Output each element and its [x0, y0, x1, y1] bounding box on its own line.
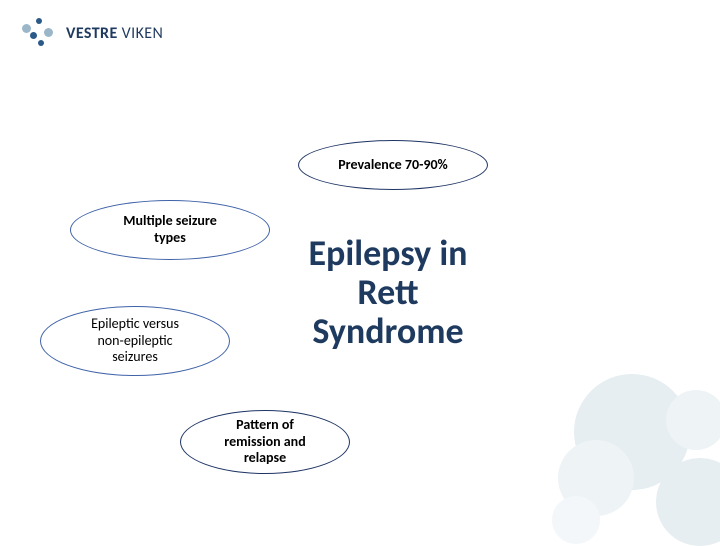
logo-dot	[30, 32, 37, 39]
bubble-label-line: seizures	[91, 349, 179, 366]
brand-name-regular: VIKEN	[118, 24, 164, 43]
bubble-label-line: Multiple seizure	[123, 213, 217, 230]
logo-dot	[38, 40, 44, 46]
bubble-label-line: Pattern of	[224, 417, 305, 434]
bubble-pattern: Pattern ofremission andrelapse	[180, 410, 350, 474]
brand-name-bold: VESTRE	[66, 24, 118, 43]
decorative-circle	[552, 496, 600, 544]
logo-dot	[36, 18, 42, 24]
bubble-prevalence: Prevalence 70-90%	[298, 140, 488, 190]
bubble-label: Multiple seizuretypes	[123, 213, 217, 247]
bubble-label-line: relapse	[224, 450, 305, 467]
title-line-1: Epilepsy in	[258, 234, 518, 273]
bubble-label-line: Prevalence 70-90%	[338, 157, 448, 174]
bubble-label: Pattern ofremission andrelapse	[224, 417, 305, 467]
slide-title: Epilepsy in Rett Syndrome	[258, 234, 518, 351]
brand-logo: VESTRE VIKEN	[20, 18, 163, 48]
logo-dot	[44, 28, 53, 37]
bubble-eps-vs-noneps: Epileptic versusnon-epilepticseizures	[40, 306, 230, 376]
bubble-label-line: types	[123, 230, 217, 247]
brand-logo-dots	[20, 18, 56, 48]
bubble-multiple: Multiple seizuretypes	[70, 200, 270, 260]
bubble-label-line: non-epileptic	[91, 333, 179, 350]
logo-dot	[22, 24, 31, 33]
bubble-label-line: remission and	[224, 434, 305, 451]
bubble-label: Epileptic versusnon-epilepticseizures	[91, 316, 179, 366]
title-line-3: Syndrome	[258, 312, 518, 351]
brand-name: VESTRE VIKEN	[66, 24, 163, 43]
bubble-label: Prevalence 70-90%	[338, 157, 448, 174]
bubble-label-line: Epileptic versus	[91, 316, 179, 333]
decorative-circle	[666, 390, 720, 450]
title-line-2: Rett	[258, 273, 518, 312]
